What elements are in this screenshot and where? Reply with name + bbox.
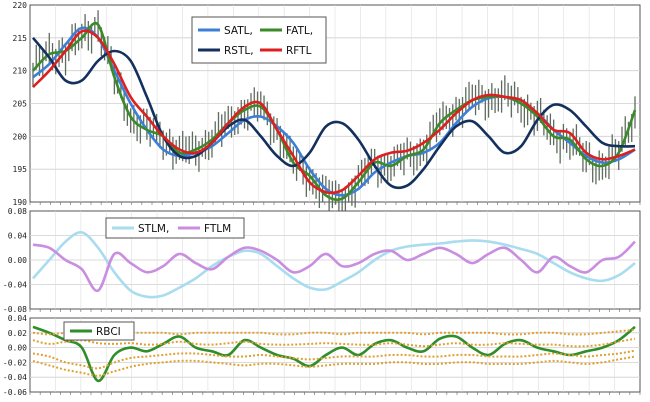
y-tick-label: 190	[13, 198, 28, 207]
y-tick-label: 205	[13, 100, 28, 109]
y-tick-label: -0.02	[3, 358, 27, 367]
y-tick-label: 0.00	[8, 256, 27, 265]
panel-2: -0.08 -0.04 0.00 0.04 0.08 STLM, FTLM	[3, 207, 641, 314]
y-tick-label: 220	[13, 1, 28, 10]
panel-1: 190 195 200 205 210 215 220 SATL, FATL, RSTL, RFTL	[13, 1, 641, 218]
legend-label: FTLM	[204, 223, 231, 235]
legend: STLM, FTLM	[105, 217, 245, 239]
legend-label: RFTL	[286, 45, 312, 57]
series-line-rftl	[32, 29, 636, 195]
band-line	[32, 328, 636, 336]
legend: SATL, FATL, RSTL, RFTL	[191, 16, 327, 64]
y-tick-label: 0.04	[8, 232, 27, 241]
series-line-rbci	[32, 325, 636, 383]
legend-box	[191, 16, 327, 64]
y-tick-label: 210	[13, 67, 28, 76]
y-tick-label: -0.04	[3, 281, 27, 290]
legend-label: RBCI	[96, 326, 121, 338]
series-line-ftlm	[32, 240, 636, 292]
series-line-stlm	[32, 231, 636, 299]
legend-label: RSTL,	[224, 45, 254, 57]
y-tick-label: -0.04	[3, 373, 27, 382]
y-tick-label: 195	[13, 165, 28, 174]
series-line-fatl	[32, 21, 637, 201]
y-tick-label: 0.00	[8, 344, 27, 353]
band-line	[32, 349, 636, 370]
y-tick-label: -0.08	[3, 305, 27, 314]
y-tick-label: 0.02	[8, 329, 27, 338]
legend-label: FATL,	[286, 25, 313, 37]
y-tick-label: -0.06	[3, 388, 27, 397]
band-line	[32, 337, 636, 348]
legend-label: STLM,	[138, 223, 169, 235]
y-tick-label: 0.04	[8, 314, 27, 323]
legend-label: SATL,	[224, 25, 253, 37]
series-line-rstl	[31, 36, 636, 190]
y-tick-label: 0.08	[8, 207, 27, 216]
band-line	[32, 355, 636, 377]
panel-3: -0.06 -0.04 -0.02 0.00 0.02 0.04 RBCI	[3, 314, 641, 397]
legend-box	[63, 321, 135, 341]
legend: RBCI	[63, 321, 135, 341]
y-tick-label: 200	[13, 132, 28, 141]
legend-box	[105, 217, 245, 239]
y-tick-label: 215	[13, 34, 28, 43]
